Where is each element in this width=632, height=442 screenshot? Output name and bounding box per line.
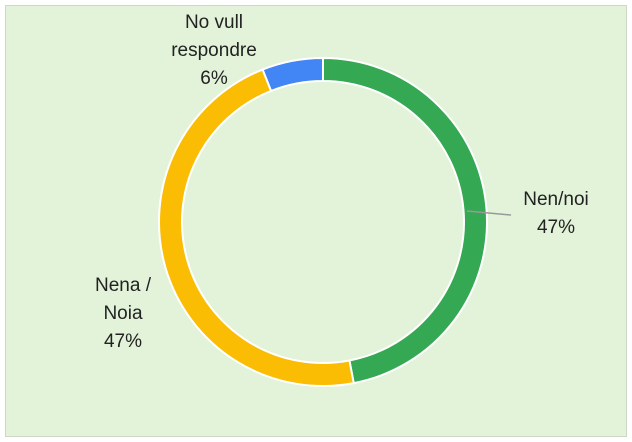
leader-line <box>466 210 512 216</box>
slice-label: Nen/noi 47% <box>486 186 626 242</box>
donut-segment <box>261 56 324 93</box>
slice-label: No vull respondre 6% <box>136 9 292 93</box>
slice-value: 47% <box>536 217 576 238</box>
donut-segment <box>158 68 355 387</box>
slice-name: Nena / Noia <box>95 275 151 324</box>
donut-segment <box>322 56 488 385</box>
slice-value: 47% <box>103 331 143 352</box>
slice-label: Nena / Noia 47% <box>63 272 183 356</box>
chart: Nen/noi 47% Nena / Noia 47% No vull respondr… <box>5 5 627 437</box>
slice-name: Nen/noi <box>523 189 589 210</box>
slice-name: No vull respondre <box>171 12 257 61</box>
chart-svg <box>158 56 512 387</box>
slice-value: 6% <box>200 68 228 89</box>
